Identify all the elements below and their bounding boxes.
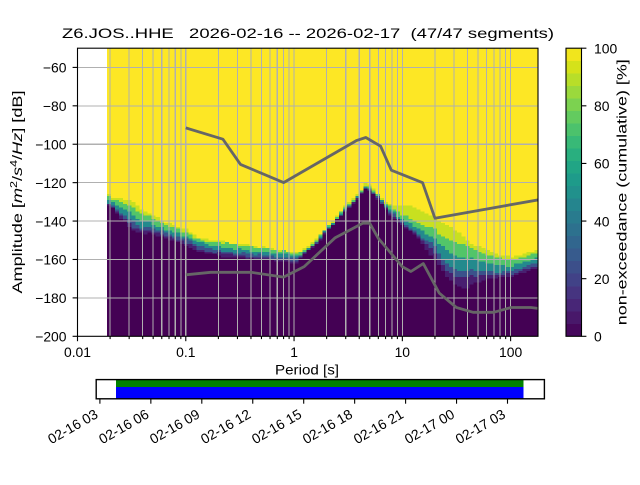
svg-text:Amplitude [m2/s4/Hz] [dB]: Amplitude [m2/s4/Hz] [dB]: [9, 91, 25, 294]
svg-text:Period [s]: Period [s]: [275, 362, 339, 378]
svg-text:80: 80: [594, 98, 610, 114]
svg-text:−120: −120: [35, 175, 67, 191]
svg-text:−180: −180: [35, 290, 67, 306]
svg-text:−140: −140: [35, 213, 67, 229]
svg-text:0: 0: [594, 329, 602, 345]
svg-text:100: 100: [594, 40, 617, 56]
svg-text:Z6.JOS..HHE 2026-02-16 -- 20: Z6.JOS..HHE 2026-02-16 -- 2026-02-17 (47…: [62, 25, 554, 41]
svg-text:10: 10: [395, 344, 411, 360]
svg-text:−60: −60: [43, 60, 67, 76]
svg-text:40: 40: [594, 213, 610, 229]
svg-text:non-exceedance (cumulative) [%: non-exceedance (cumulative) [%]: [614, 59, 630, 325]
svg-text:−100: −100: [35, 136, 67, 152]
svg-text:0.1: 0.1: [176, 344, 196, 360]
svg-text:−200: −200: [35, 329, 67, 345]
svg-text:0.01: 0.01: [64, 344, 91, 360]
svg-text:60: 60: [594, 156, 610, 172]
svg-text:−80: −80: [43, 98, 67, 114]
svg-text:20: 20: [594, 271, 610, 287]
svg-text:−160: −160: [35, 252, 67, 268]
svg-text:1: 1: [290, 344, 298, 360]
svg-text:100: 100: [499, 344, 522, 360]
